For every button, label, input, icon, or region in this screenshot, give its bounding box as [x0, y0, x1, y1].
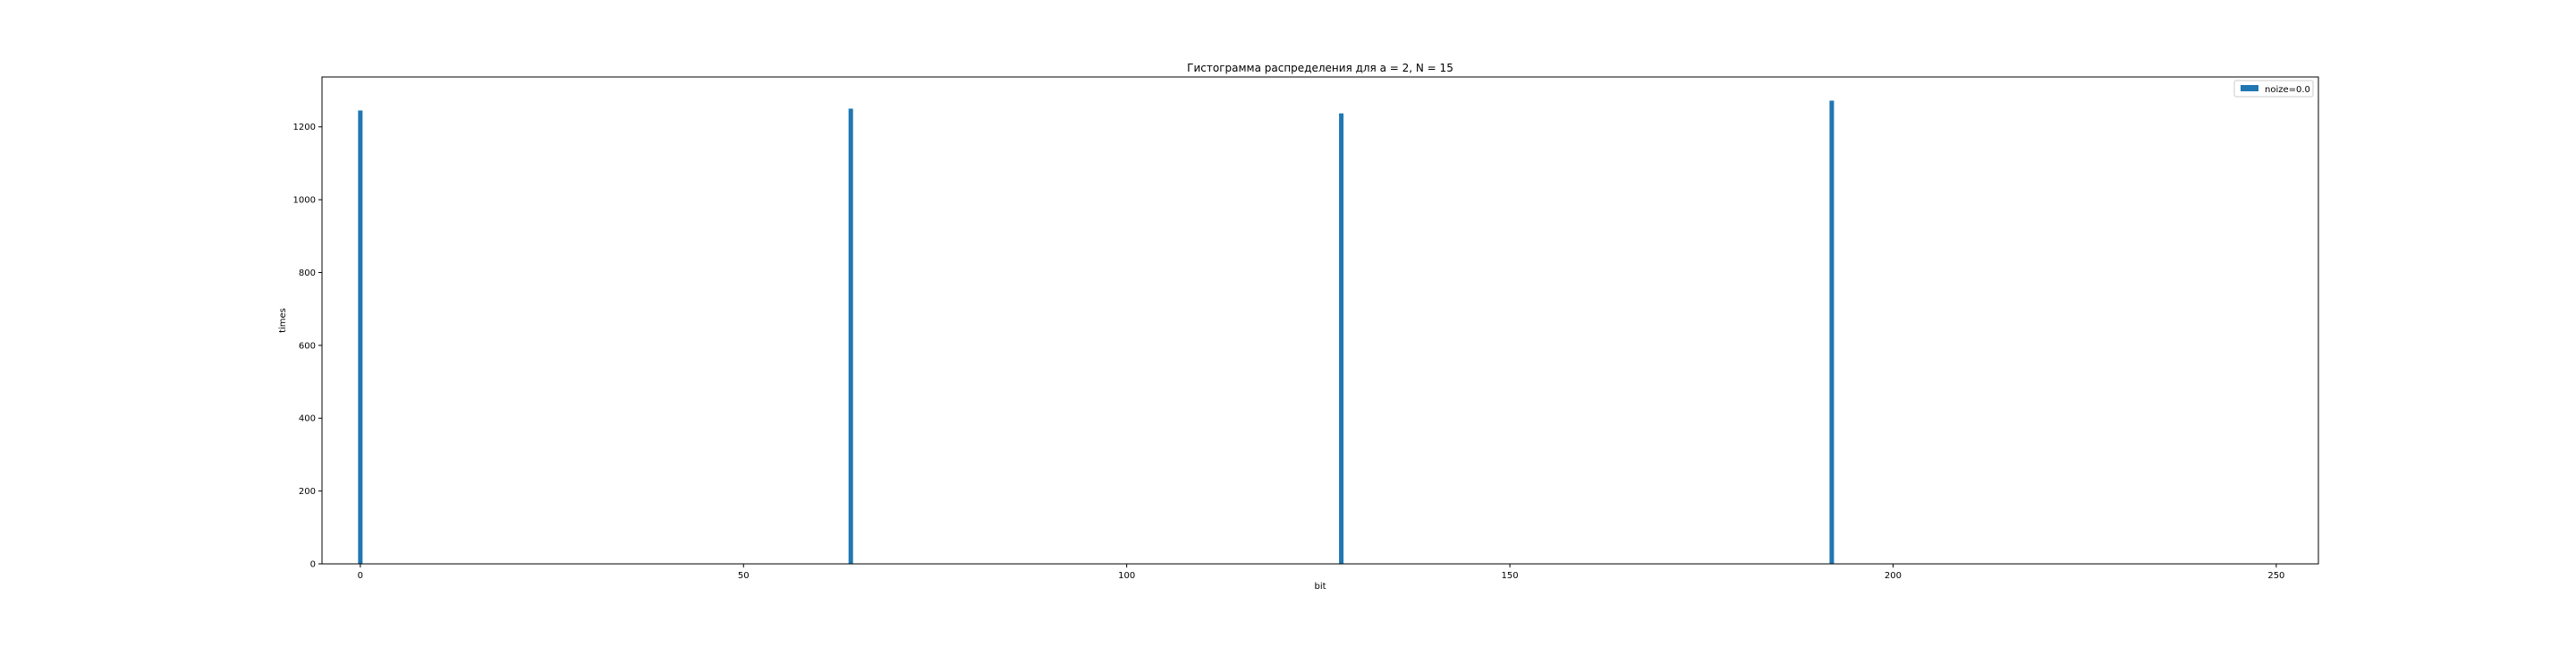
x-axis-label: bit — [1314, 582, 1326, 592]
x-tick-label: 0 — [358, 571, 363, 581]
bar-bit-192 — [1829, 100, 1835, 564]
bar-bit-0 — [358, 110, 363, 565]
y-tick-label: 1000 — [293, 196, 316, 206]
y-tick-label: 400 — [299, 414, 316, 424]
plot-area-background — [322, 77, 2318, 564]
chart-title: Гистограмма распределения для a = 2, N =… — [1187, 62, 1453, 74]
bar-bit-64 — [848, 108, 853, 565]
x-tick-label: 50 — [738, 571, 750, 581]
x-tick-label: 250 — [2267, 571, 2284, 581]
y-tick-label: 600 — [299, 341, 316, 351]
y-axis-label: times — [278, 308, 288, 333]
bars-layer — [358, 100, 1835, 565]
plot-frame — [321, 76, 2319, 565]
axis-ticks: 0 50 100 150 200 250 0 200 400 600 800 1000 1200 — [293, 123, 2285, 581]
bar-bit-128 — [1339, 113, 1344, 564]
x-tick-label: 200 — [1885, 571, 1902, 581]
legend-label: noize=0.0 — [2265, 85, 2310, 95]
y-tick-label: 0 — [310, 560, 316, 570]
y-tick-label: 1200 — [293, 123, 316, 132]
y-tick-label: 800 — [299, 269, 316, 278]
y-tick-label: 200 — [299, 487, 316, 497]
legend: noize=0.0 — [2233, 80, 2314, 98]
x-tick-label: 150 — [1502, 571, 1519, 581]
legend-swatch — [2241, 85, 2258, 91]
legend-frame — [2233, 80, 2314, 98]
x-tick-label: 100 — [1118, 571, 1135, 581]
